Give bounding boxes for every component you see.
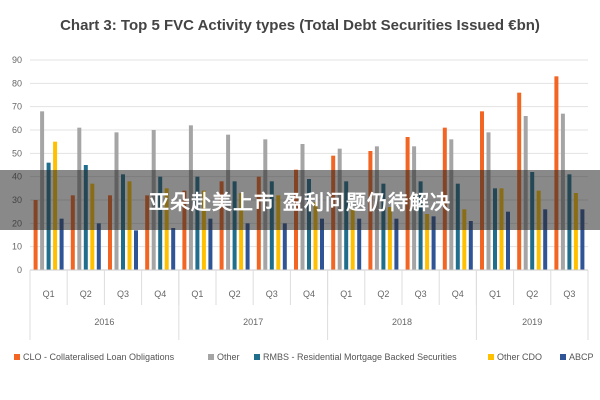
bar — [313, 202, 318, 270]
bar — [394, 218, 399, 270]
legend-swatch — [560, 354, 566, 360]
year-label: 2018 — [392, 317, 412, 327]
bar — [425, 214, 430, 270]
legend-label: CLO - Collateralised Loan Obligations — [23, 352, 175, 362]
legend-swatch — [14, 354, 20, 360]
legend-swatch — [254, 354, 260, 360]
x-tick-label: Q4 — [452, 289, 464, 299]
x-tick-label: Q2 — [80, 289, 92, 299]
y-tick-label: 90 — [12, 55, 22, 65]
y-tick-label: 80 — [12, 78, 22, 88]
bar — [357, 218, 362, 270]
bar — [201, 190, 206, 270]
bar — [320, 218, 324, 270]
legend-label: ABCP — [569, 352, 594, 362]
bar — [350, 209, 355, 270]
bar — [239, 193, 244, 270]
x-tick-label: Q1 — [43, 289, 55, 299]
y-tick-label: 60 — [12, 125, 22, 135]
bar — [580, 209, 585, 270]
bar — [506, 211, 510, 270]
bar — [543, 209, 548, 270]
x-tick-label: Q1 — [489, 289, 501, 299]
x-tick-label: Q4 — [303, 289, 315, 299]
bar — [536, 190, 541, 270]
bar — [208, 218, 213, 270]
legend: CLO - Collateralised Loan Obligations Oth… — [14, 352, 594, 362]
bar — [573, 193, 578, 270]
bar — [431, 216, 436, 270]
bar — [468, 221, 473, 270]
x-tick-label: Q3 — [563, 289, 575, 299]
bar — [462, 209, 467, 270]
bar — [59, 218, 64, 270]
y-tick-label: 0 — [17, 265, 22, 275]
x-tick-label: Q1 — [340, 289, 352, 299]
bar — [145, 195, 150, 270]
x-tick-label: Q3 — [117, 289, 129, 299]
x-tick-label: Q3 — [415, 289, 427, 299]
legend-swatch — [208, 354, 214, 360]
year-label: 2016 — [94, 317, 114, 327]
legend-label: Other — [217, 352, 240, 362]
bar — [70, 195, 75, 270]
legend-label: RMBS - Residential Mortgage Backed Secur… — [263, 352, 457, 362]
x-tick-label: Q3 — [266, 289, 278, 299]
y-tick-label: 10 — [12, 242, 22, 252]
x-tick-label: Q1 — [191, 289, 203, 299]
x-tick-label: Q2 — [526, 289, 538, 299]
x-tick-label: Q2 — [377, 289, 389, 299]
x-tick-label: Q4 — [154, 289, 166, 299]
bar — [282, 223, 287, 270]
year-label: 2019 — [522, 317, 542, 327]
bar — [108, 195, 112, 270]
legend-label: Other CDO — [497, 352, 542, 362]
bar — [33, 200, 38, 270]
bar — [134, 230, 138, 270]
y-tick-label: 70 — [12, 102, 22, 112]
bar — [387, 207, 392, 270]
x-tick-label: Q2 — [229, 289, 241, 299]
chart-title: Chart 3: Top 5 FVC Activity types (Total… — [60, 17, 540, 34]
y-tick-label: 50 — [12, 148, 22, 158]
legend-swatch — [488, 354, 494, 360]
bar — [96, 223, 101, 270]
year-label: 2017 — [243, 317, 263, 327]
overlay-text: 亚朵赴美上市 盈利问题仍待解决 — [149, 189, 451, 214]
bar — [171, 228, 176, 270]
bar — [276, 195, 281, 270]
bar — [245, 223, 250, 270]
overlay-banner: 亚朵赴美上市 盈利问题仍待解决 — [0, 170, 600, 230]
bar — [182, 190, 187, 270]
